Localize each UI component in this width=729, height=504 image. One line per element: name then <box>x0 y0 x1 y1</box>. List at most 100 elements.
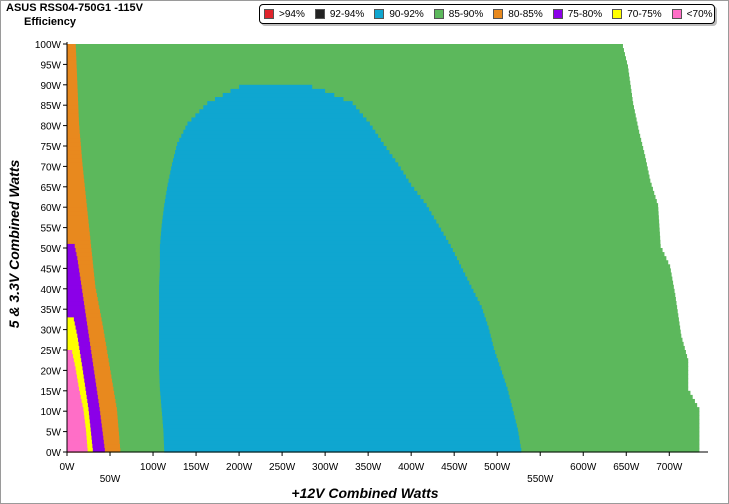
y-tick-label: 35W <box>40 305 61 316</box>
efficiency-band-below-70 <box>67 431 87 437</box>
efficiency-band-80-85 <box>67 60 77 65</box>
efficiency-band-70-75 <box>67 321 75 327</box>
efficiency-band-90-92 <box>183 129 376 135</box>
x-tick-label: 300W <box>312 462 339 473</box>
y-tick-label: 100W <box>35 40 62 51</box>
efficiency-band-below-70 <box>67 447 88 453</box>
efficiency-band-90-92 <box>159 382 507 388</box>
efficiency-band-70-75 <box>67 337 78 343</box>
efficiency-band-75-80 <box>67 248 76 253</box>
efficiency-band-80-85 <box>67 272 95 278</box>
efficiency-band-90-92 <box>159 329 490 335</box>
efficiency-band-80-85 <box>67 105 79 110</box>
efficiency-band-75-80 <box>67 325 88 331</box>
efficiency-band-90-92 <box>203 105 357 110</box>
efficiency-band-90-92 <box>159 305 482 310</box>
efficiency-band-90-92 <box>171 162 399 167</box>
efficiency-band-75-80 <box>67 268 80 274</box>
x-tick-label: 600W <box>570 462 597 473</box>
efficiency-band-85-90 <box>67 48 624 53</box>
efficiency-band-90-92 <box>159 370 503 376</box>
efficiency-band-85-90 <box>67 80 631 86</box>
efficiency-band-90-92 <box>168 178 409 184</box>
efficiency-band-90-92 <box>159 341 493 347</box>
chart-subtitle: Efficiency <box>24 16 76 28</box>
y-tick-label: 55W <box>40 224 61 235</box>
efficiency-band-75-80 <box>67 329 89 335</box>
efficiency-band-90-92 <box>163 431 519 437</box>
efficiency-band-90-92 <box>173 158 396 163</box>
efficiency-band-90-92 <box>161 223 439 229</box>
efficiency-band-70-75 <box>67 345 80 351</box>
efficiency-band-80-85 <box>67 260 93 265</box>
efficiency-band-70-75 <box>67 358 82 363</box>
efficiency-band-90-92 <box>239 84 313 90</box>
efficiency-band-80-85 <box>67 84 78 90</box>
efficiency-band-75-80 <box>67 301 85 306</box>
efficiency-band-below-70 <box>67 386 80 392</box>
legend-item: 75-80% <box>552 9 602 20</box>
efficiency-band-80-85 <box>67 88 78 94</box>
efficiency-band-80-85 <box>67 146 82 151</box>
efficiency-band-70-75 <box>67 333 78 339</box>
efficiency-band-80-85 <box>67 56 77 61</box>
efficiency-band-80-85 <box>67 141 81 147</box>
efficiency-band-90-92 <box>161 407 513 412</box>
x-tick-label: 100W <box>140 462 167 473</box>
efficiency-band-80-85 <box>67 137 81 143</box>
legend-item: 90-92% <box>374 9 424 20</box>
efficiency-band-75-80 <box>67 256 78 261</box>
efficiency-band-90-92 <box>159 354 497 359</box>
efficiency-band-90-92 <box>159 325 489 331</box>
y-tick-label: 75W <box>40 142 61 153</box>
efficiency-band-80-85 <box>67 248 92 253</box>
efficiency-band-80-85 <box>67 194 86 200</box>
efficiency-band-70-75 <box>67 350 80 355</box>
efficiency-band-85-90 <box>67 97 633 102</box>
efficiency-band-80-85 <box>67 203 87 208</box>
efficiency-band-80-85 <box>67 235 91 241</box>
efficiency-band-90-92 <box>175 150 390 155</box>
efficiency-band-90-92 <box>161 403 512 408</box>
efficiency-band-90-92 <box>207 101 353 106</box>
x-tick-label: 550W <box>527 474 554 485</box>
efficiency-band-below-70 <box>67 419 85 425</box>
efficiency-band-80-85 <box>67 109 79 114</box>
efficiency-band-90-92 <box>176 146 387 151</box>
efficiency-band-below-70 <box>67 423 86 429</box>
efficiency-band-80-85 <box>67 121 80 127</box>
efficiency-band-90-92 <box>159 362 500 367</box>
efficiency-band-85-90 <box>67 84 631 90</box>
efficiency-band-85-90 <box>67 76 630 82</box>
legend-label: 85-90% <box>448 8 484 20</box>
efficiency-band-90-92 <box>166 190 418 196</box>
efficiency-band-90-92 <box>162 215 434 221</box>
efficiency-band-90-92 <box>163 427 518 433</box>
x-tick-label: 500W <box>484 462 511 473</box>
y-tick-label: 0W <box>46 448 62 459</box>
efficiency-band-80-85 <box>67 207 88 212</box>
efficiency-band-80-85 <box>67 211 88 216</box>
efficiency-band-90-92 <box>159 284 472 290</box>
efficiency-band-90-92 <box>214 97 344 102</box>
legend-item: 92-94% <box>314 9 364 20</box>
efficiency-band-90-92 <box>163 211 432 216</box>
efficiency-band-90-92 <box>163 439 520 445</box>
efficiency-band-90-92 <box>160 235 446 241</box>
efficiency-band-85-90 <box>67 56 626 61</box>
efficiency-band-90-92 <box>191 117 367 123</box>
legend-swatch <box>264 9 274 19</box>
efficiency-band-90-92 <box>174 154 393 159</box>
efficiency-band-80-85 <box>67 68 77 74</box>
x-tick-label: 200W <box>226 462 253 473</box>
efficiency-band-85-90 <box>67 92 632 98</box>
efficiency-band-80-85 <box>67 223 89 229</box>
legend-label: <70% <box>686 8 713 20</box>
efficiency-band-75-80 <box>67 321 88 327</box>
efficiency-band-90-92 <box>177 141 384 147</box>
efficiency-band-below-70 <box>67 439 87 445</box>
y-axis-label: 5 & 3.3V Combined Watts <box>6 159 22 329</box>
efficiency-band-90-92 <box>166 186 415 192</box>
x-tick-label: 350W <box>355 462 382 473</box>
